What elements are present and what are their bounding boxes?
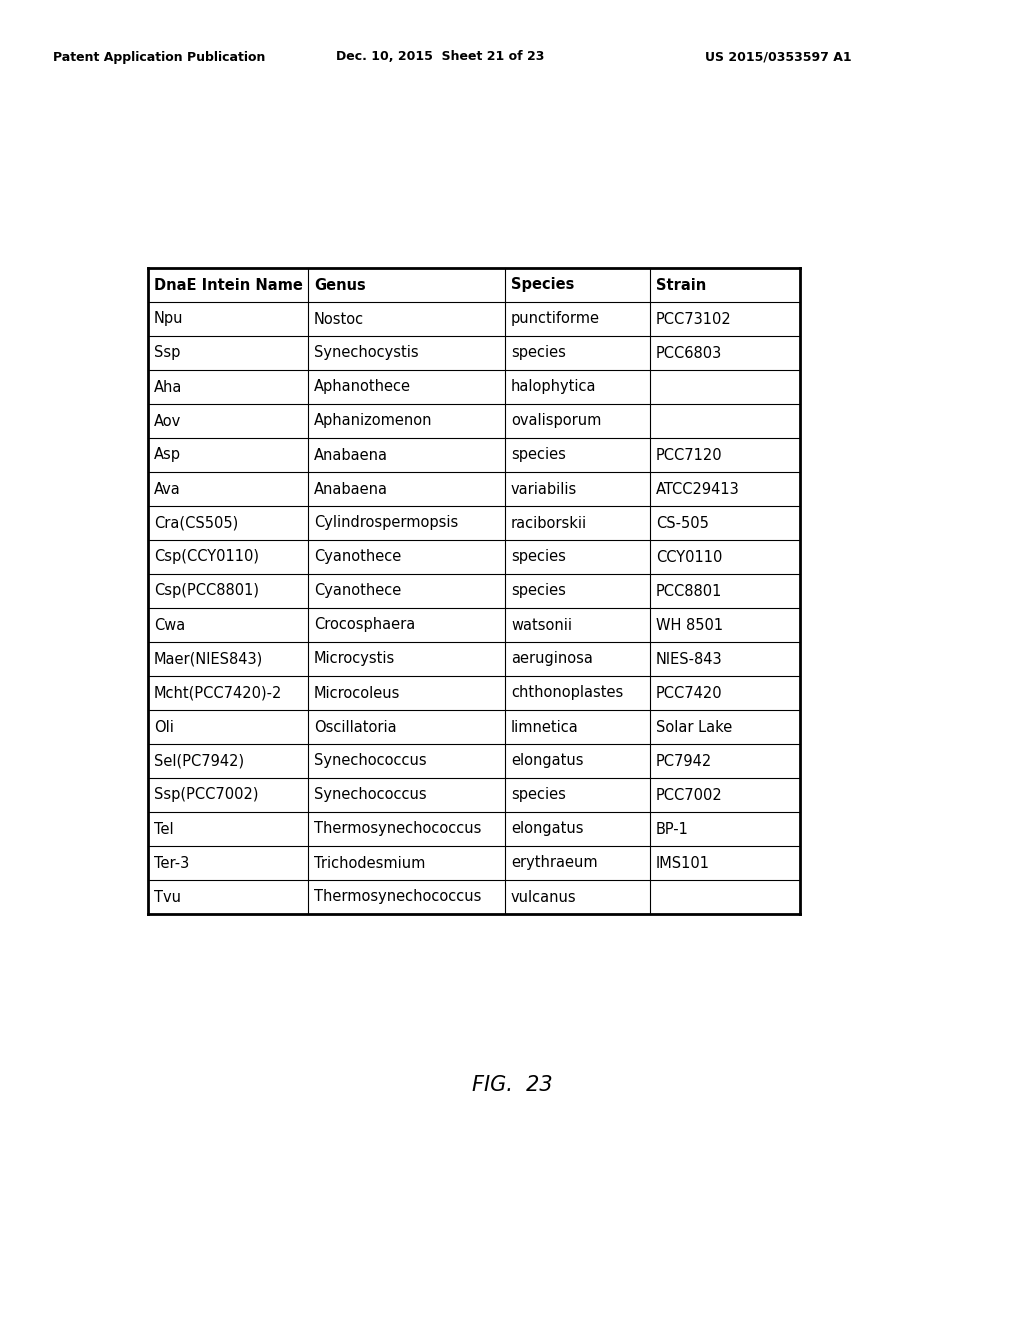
- Text: Cyanothece: Cyanothece: [314, 583, 401, 598]
- Text: US 2015/0353597 A1: US 2015/0353597 A1: [705, 50, 852, 63]
- Text: Strain: Strain: [656, 277, 707, 293]
- Text: Anabaena: Anabaena: [314, 482, 388, 496]
- Text: Microcystis: Microcystis: [314, 652, 395, 667]
- Text: Npu: Npu: [154, 312, 183, 326]
- Text: Asp: Asp: [154, 447, 181, 462]
- Text: Cra(CS505): Cra(CS505): [154, 516, 239, 531]
- Text: Cwa: Cwa: [154, 618, 185, 632]
- Text: Ava: Ava: [154, 482, 181, 496]
- Text: PCC6803: PCC6803: [656, 346, 722, 360]
- Text: Nostoc: Nostoc: [314, 312, 365, 326]
- Text: Anabaena: Anabaena: [314, 447, 388, 462]
- Text: PCC73102: PCC73102: [656, 312, 732, 326]
- Text: elongatus: elongatus: [511, 754, 584, 768]
- Text: species: species: [511, 788, 566, 803]
- Text: Maer(NIES843): Maer(NIES843): [154, 652, 263, 667]
- Text: Synechococcus: Synechococcus: [314, 788, 427, 803]
- Text: Cylindrospermopsis: Cylindrospermopsis: [314, 516, 459, 531]
- Text: Tel: Tel: [154, 821, 174, 837]
- Text: PCC7002: PCC7002: [656, 788, 723, 803]
- Text: limnetica: limnetica: [511, 719, 579, 734]
- Text: PCC8801: PCC8801: [656, 583, 722, 598]
- Text: watsonii: watsonii: [511, 618, 572, 632]
- Text: Mcht(PCC7420)-2: Mcht(PCC7420)-2: [154, 685, 283, 701]
- Text: species: species: [511, 447, 566, 462]
- Text: NIES-843: NIES-843: [656, 652, 723, 667]
- Text: vulcanus: vulcanus: [511, 890, 577, 904]
- Text: Dec. 10, 2015  Sheet 21 of 23: Dec. 10, 2015 Sheet 21 of 23: [336, 50, 545, 63]
- Text: Oli: Oli: [154, 719, 174, 734]
- Text: punctiforme: punctiforme: [511, 312, 600, 326]
- Text: Crocosphaera: Crocosphaera: [314, 618, 416, 632]
- Text: erythraeum: erythraeum: [511, 855, 598, 870]
- Text: Csp(CCY0110): Csp(CCY0110): [154, 549, 259, 565]
- Text: PC7942: PC7942: [656, 754, 713, 768]
- Text: Species: Species: [511, 277, 574, 293]
- Text: Patent Application Publication: Patent Application Publication: [52, 50, 265, 63]
- Text: Solar Lake: Solar Lake: [656, 719, 732, 734]
- Text: species: species: [511, 583, 566, 598]
- Text: chthonoplastes: chthonoplastes: [511, 685, 624, 701]
- Text: Ssp: Ssp: [154, 346, 180, 360]
- Text: FIG.  23: FIG. 23: [472, 1074, 552, 1096]
- Text: CS-505: CS-505: [656, 516, 709, 531]
- Text: raciborskii: raciborskii: [511, 516, 587, 531]
- Text: species: species: [511, 549, 566, 565]
- Text: DnaE Intein Name: DnaE Intein Name: [154, 277, 303, 293]
- Text: Synechocystis: Synechocystis: [314, 346, 419, 360]
- Text: ovalisporum: ovalisporum: [511, 413, 601, 429]
- Text: species: species: [511, 346, 566, 360]
- Text: BP-1: BP-1: [656, 821, 689, 837]
- Text: halophytica: halophytica: [511, 380, 597, 395]
- Text: Genus: Genus: [314, 277, 366, 293]
- Text: Oscillatoria: Oscillatoria: [314, 719, 396, 734]
- Text: Sel(PC7942): Sel(PC7942): [154, 754, 244, 768]
- Text: Synechococcus: Synechococcus: [314, 754, 427, 768]
- Text: variabilis: variabilis: [511, 482, 578, 496]
- Text: aeruginosa: aeruginosa: [511, 652, 593, 667]
- Text: Aov: Aov: [154, 413, 181, 429]
- Text: elongatus: elongatus: [511, 821, 584, 837]
- Text: Csp(PCC8801): Csp(PCC8801): [154, 583, 259, 598]
- Text: PCC7120: PCC7120: [656, 447, 723, 462]
- Text: WH 8501: WH 8501: [656, 618, 723, 632]
- Text: Thermosynechococcus: Thermosynechococcus: [314, 890, 481, 904]
- Text: PCC7420: PCC7420: [656, 685, 723, 701]
- Text: Microcoleus: Microcoleus: [314, 685, 400, 701]
- Text: Aphanizomenon: Aphanizomenon: [314, 413, 432, 429]
- Text: Trichodesmium: Trichodesmium: [314, 855, 425, 870]
- Text: Ssp(PCC7002): Ssp(PCC7002): [154, 788, 258, 803]
- Text: IMS101: IMS101: [656, 855, 710, 870]
- Text: Aphanothece: Aphanothece: [314, 380, 411, 395]
- Text: Ter-3: Ter-3: [154, 855, 189, 870]
- Text: Thermosynechococcus: Thermosynechococcus: [314, 821, 481, 837]
- Text: Tvu: Tvu: [154, 890, 181, 904]
- Text: CCY0110: CCY0110: [656, 549, 722, 565]
- Text: Aha: Aha: [154, 380, 182, 395]
- Text: Cyanothece: Cyanothece: [314, 549, 401, 565]
- Text: ATCC29413: ATCC29413: [656, 482, 739, 496]
